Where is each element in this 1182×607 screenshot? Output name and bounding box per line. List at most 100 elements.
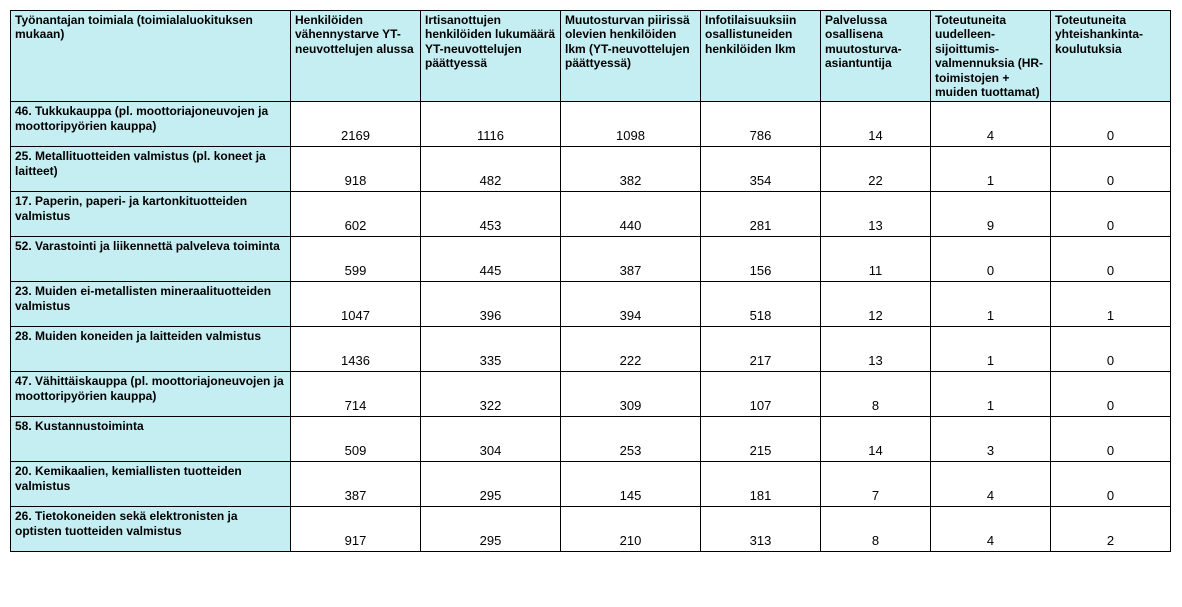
col-header-7: Toteutuneita yhteishankinta-koulutuksia [1051,11,1171,102]
row-value: 0 [1051,462,1171,507]
table-row: 26. Tietokoneiden sekä elektronisten ja … [11,507,1171,552]
col-header-3: Muutosturvan piirissä olevien henkilöide… [561,11,701,102]
row-label: 17. Paperin, paperi- ja kartonkituotteid… [11,192,291,237]
row-value: 217 [701,327,821,372]
row-value: 440 [561,192,701,237]
row-label: 23. Muiden ei-metallisten mineraalituott… [11,282,291,327]
row-value: 156 [701,237,821,282]
row-value: 9 [931,192,1051,237]
row-value: 1047 [291,282,421,327]
row-value: 602 [291,192,421,237]
row-value: 3 [931,417,1051,462]
row-value: 0 [1051,102,1171,147]
row-value: 482 [421,147,561,192]
row-value: 2 [1051,507,1171,552]
col-header-6: Toteutuneita uudelleen-sijoittumis-valme… [931,11,1051,102]
row-value: 181 [701,462,821,507]
col-header-4: Infotilaisuuksiin osallistuneiden henkil… [701,11,821,102]
row-value: 387 [291,462,421,507]
row-label: 25. Metallituotteiden valmistus (pl. kon… [11,147,291,192]
row-value: 4 [931,507,1051,552]
row-value: 210 [561,507,701,552]
table-row: 47. Vähittäiskauppa (pl. moottoriajoneuv… [11,372,1171,417]
row-value: 222 [561,327,701,372]
row-value: 387 [561,237,701,282]
row-value: 509 [291,417,421,462]
table-row: 17. Paperin, paperi- ja kartonkituotteid… [11,192,1171,237]
row-value: 14 [821,102,931,147]
col-header-1: Henkilöiden vähennystarve YT-neuvotteluj… [291,11,421,102]
row-value: 313 [701,507,821,552]
row-value: 396 [421,282,561,327]
row-value: 7 [821,462,931,507]
row-value: 1 [931,327,1051,372]
row-value: 786 [701,102,821,147]
row-value: 599 [291,237,421,282]
row-value: 13 [821,192,931,237]
row-value: 14 [821,417,931,462]
row-value: 354 [701,147,821,192]
row-value: 1116 [421,102,561,147]
row-value: 382 [561,147,701,192]
table-row: 28. Muiden koneiden ja laitteiden valmis… [11,327,1171,372]
col-header-0: Työnantajan toimiala (toimialaluokitukse… [11,11,291,102]
table-row: 20. Kemikaalien, kemiallisten tuotteiden… [11,462,1171,507]
row-label: 46. Tukkukauppa (pl. moottoriajoneuvojen… [11,102,291,147]
row-value: 0 [1051,417,1171,462]
row-value: 453 [421,192,561,237]
row-label: 26. Tietokoneiden sekä elektronisten ja … [11,507,291,552]
row-label: 52. Varastointi ja liikennettä palveleva… [11,237,291,282]
row-value: 107 [701,372,821,417]
row-value: 304 [421,417,561,462]
table-row: 23. Muiden ei-metallisten mineraalituott… [11,282,1171,327]
row-value: 714 [291,372,421,417]
row-value: 215 [701,417,821,462]
header-row: Työnantajan toimiala (toimialaluokitukse… [11,11,1171,102]
row-value: 253 [561,417,701,462]
row-value: 394 [561,282,701,327]
row-value: 0 [931,237,1051,282]
row-label: 28. Muiden koneiden ja laitteiden valmis… [11,327,291,372]
row-value: 8 [821,507,931,552]
row-value: 12 [821,282,931,327]
row-value: 145 [561,462,701,507]
row-value: 295 [421,507,561,552]
row-label: 58. Kustannustoiminta [11,417,291,462]
row-value: 917 [291,507,421,552]
row-value: 445 [421,237,561,282]
table-row: 52. Varastointi ja liikennettä palveleva… [11,237,1171,282]
table-row: 46. Tukkukauppa (pl. moottoriajoneuvojen… [11,102,1171,147]
row-value: 2169 [291,102,421,147]
row-label: 20. Kemikaalien, kemiallisten tuotteiden… [11,462,291,507]
row-value: 518 [701,282,821,327]
row-value: 4 [931,462,1051,507]
row-value: 1 [1051,282,1171,327]
row-value: 295 [421,462,561,507]
row-value: 0 [1051,147,1171,192]
row-value: 22 [821,147,931,192]
row-value: 1 [931,147,1051,192]
row-value: 335 [421,327,561,372]
row-value: 1098 [561,102,701,147]
row-value: 0 [1051,327,1171,372]
row-value: 918 [291,147,421,192]
table-row: 58. Kustannustoiminta5093042532151430 [11,417,1171,462]
col-header-5: Palvelussa osallisena muutosturva-asiant… [821,11,931,102]
row-value: 309 [561,372,701,417]
industry-table: Työnantajan toimiala (toimialaluokitukse… [10,10,1171,552]
row-value: 4 [931,102,1051,147]
row-value: 281 [701,192,821,237]
row-value: 1436 [291,327,421,372]
row-value: 11 [821,237,931,282]
row-value: 0 [1051,192,1171,237]
row-value: 1 [931,282,1051,327]
row-value: 1 [931,372,1051,417]
row-value: 322 [421,372,561,417]
row-value: 0 [1051,237,1171,282]
row-value: 13 [821,327,931,372]
row-value: 0 [1051,372,1171,417]
row-label: 47. Vähittäiskauppa (pl. moottoriajoneuv… [11,372,291,417]
row-value: 8 [821,372,931,417]
col-header-2: Irtisanottujen henkilöiden lukumäärä YT-… [421,11,561,102]
table-row: 25. Metallituotteiden valmistus (pl. kon… [11,147,1171,192]
